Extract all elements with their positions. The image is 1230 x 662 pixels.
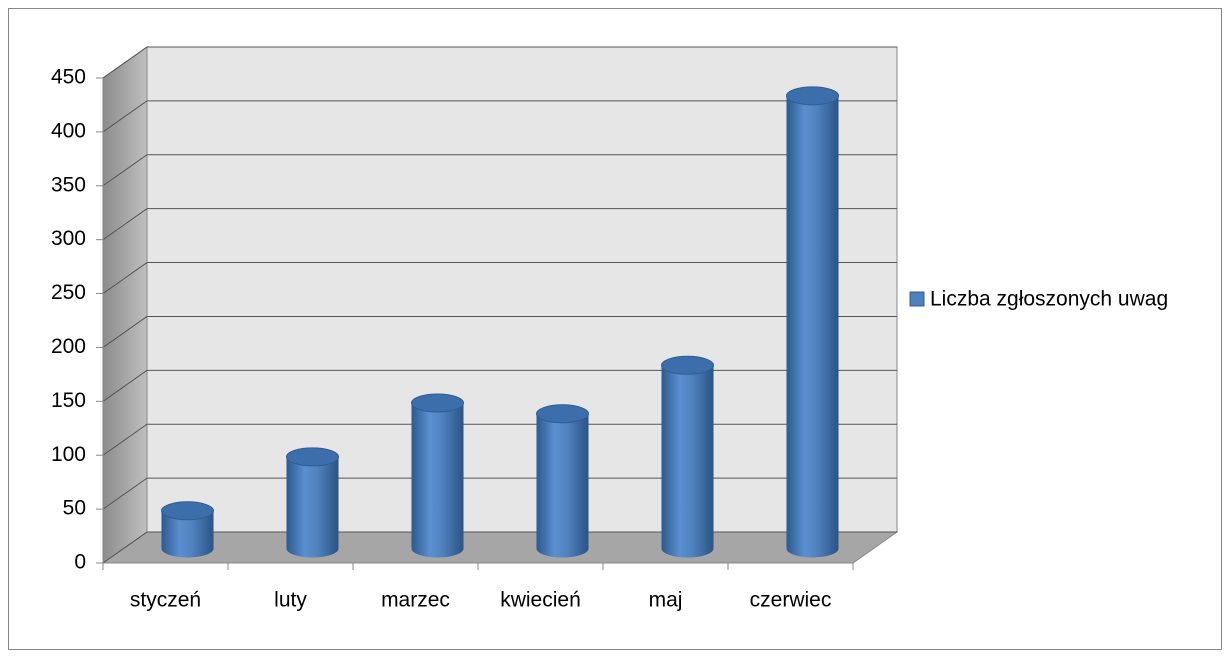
y-tick-label: 100 <box>51 443 86 466</box>
y-tick-label: 200 <box>51 335 86 358</box>
side-grid-line <box>102 208 148 241</box>
y-tick-label: 50 <box>63 497 86 520</box>
bar-top <box>786 86 839 106</box>
side-grid-line <box>102 369 148 402</box>
side-grid-line <box>102 477 148 510</box>
side-grid-line <box>102 531 148 564</box>
side-grid-line <box>102 423 148 456</box>
y-tick-label: 250 <box>51 281 86 304</box>
legend-swatch <box>909 291 925 307</box>
y-tick-label: 450 <box>51 66 86 89</box>
y-tick-label: 300 <box>51 227 86 250</box>
side-grid-line <box>102 46 148 79</box>
bar-top <box>536 404 589 424</box>
y-tick-label: 400 <box>51 119 86 142</box>
bar <box>536 413 589 558</box>
x-tick-label: marzec <box>381 589 450 612</box>
bar-top <box>286 447 339 467</box>
x-tick-label: maj <box>649 589 683 612</box>
bar <box>286 456 339 558</box>
x-tick-label: czerwiec <box>750 589 832 612</box>
back-wall <box>146 46 898 533</box>
y-tick-label: 0 <box>74 551 86 574</box>
side-grid-line <box>102 316 148 348</box>
bar <box>786 95 839 558</box>
bar <box>411 403 464 558</box>
side-grid-line <box>102 262 148 294</box>
y-tick-label: 150 <box>51 389 86 412</box>
side-wall <box>102 46 148 564</box>
bar-top <box>661 355 714 375</box>
x-tick-label: kwiecień <box>500 589 581 612</box>
bar-top <box>161 501 214 521</box>
bar-top <box>411 393 464 413</box>
bar <box>161 510 214 558</box>
x-tick-label: styczeń <box>130 589 201 612</box>
bar <box>661 365 714 558</box>
floor <box>101 531 899 564</box>
y-tick-label: 350 <box>51 173 86 196</box>
x-tick-label: luty <box>274 589 307 612</box>
legend-label: Liczba zgłoszonych uwag <box>930 288 1168 311</box>
side-grid-line <box>102 154 148 187</box>
side-grid-line <box>102 100 148 133</box>
